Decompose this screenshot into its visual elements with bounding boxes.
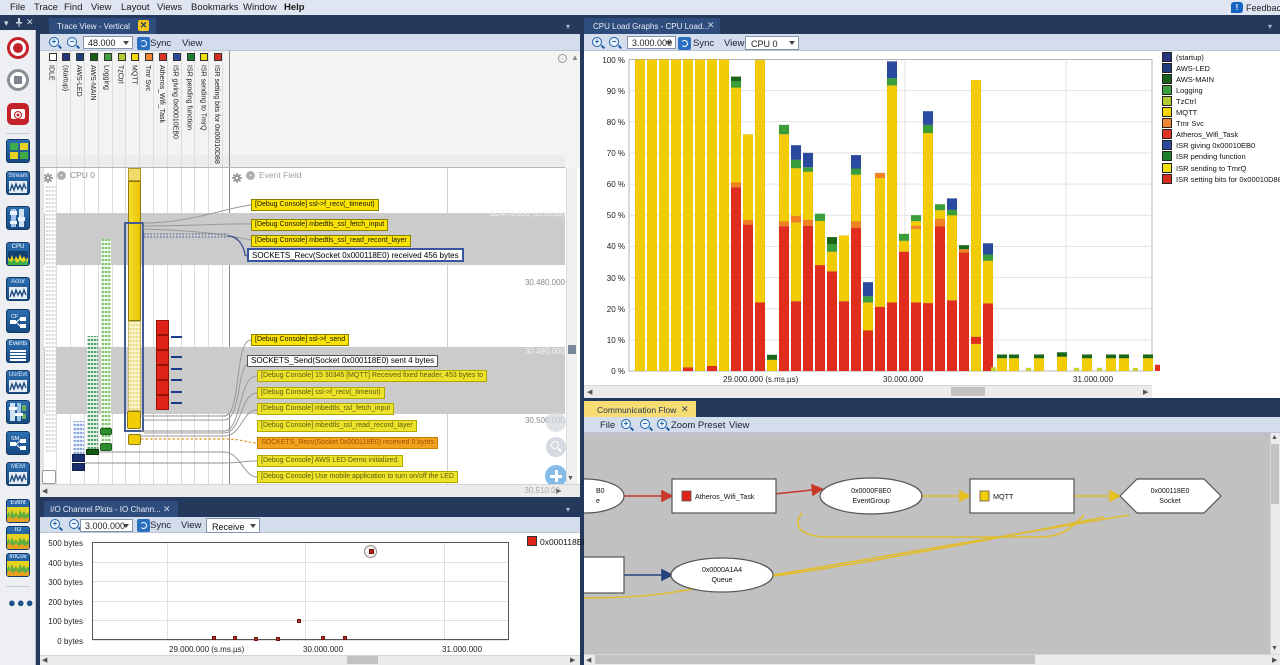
svg-text:0x0000F8E0: 0x0000F8E0 (851, 488, 891, 495)
svg-text:CF: CF (11, 314, 19, 320)
svg-text:Socket: Socket (1159, 498, 1180, 505)
svg-text:B0: B0 (596, 488, 605, 495)
svg-text:e: e (596, 498, 600, 505)
svg-text:0x000118E0: 0x000118E0 (1151, 488, 1190, 495)
svg-text:Atheros_Wifi_Task: Atheros_Wifi_Task (695, 492, 755, 501)
svg-text:0x0000A1A4: 0x0000A1A4 (702, 567, 742, 574)
svg-text:SM: SM (11, 436, 20, 442)
svg-text:MQTT: MQTT (993, 492, 1014, 501)
svg-text:EventGroup: EventGroup (852, 498, 889, 505)
svg-text:Queue: Queue (711, 577, 732, 584)
